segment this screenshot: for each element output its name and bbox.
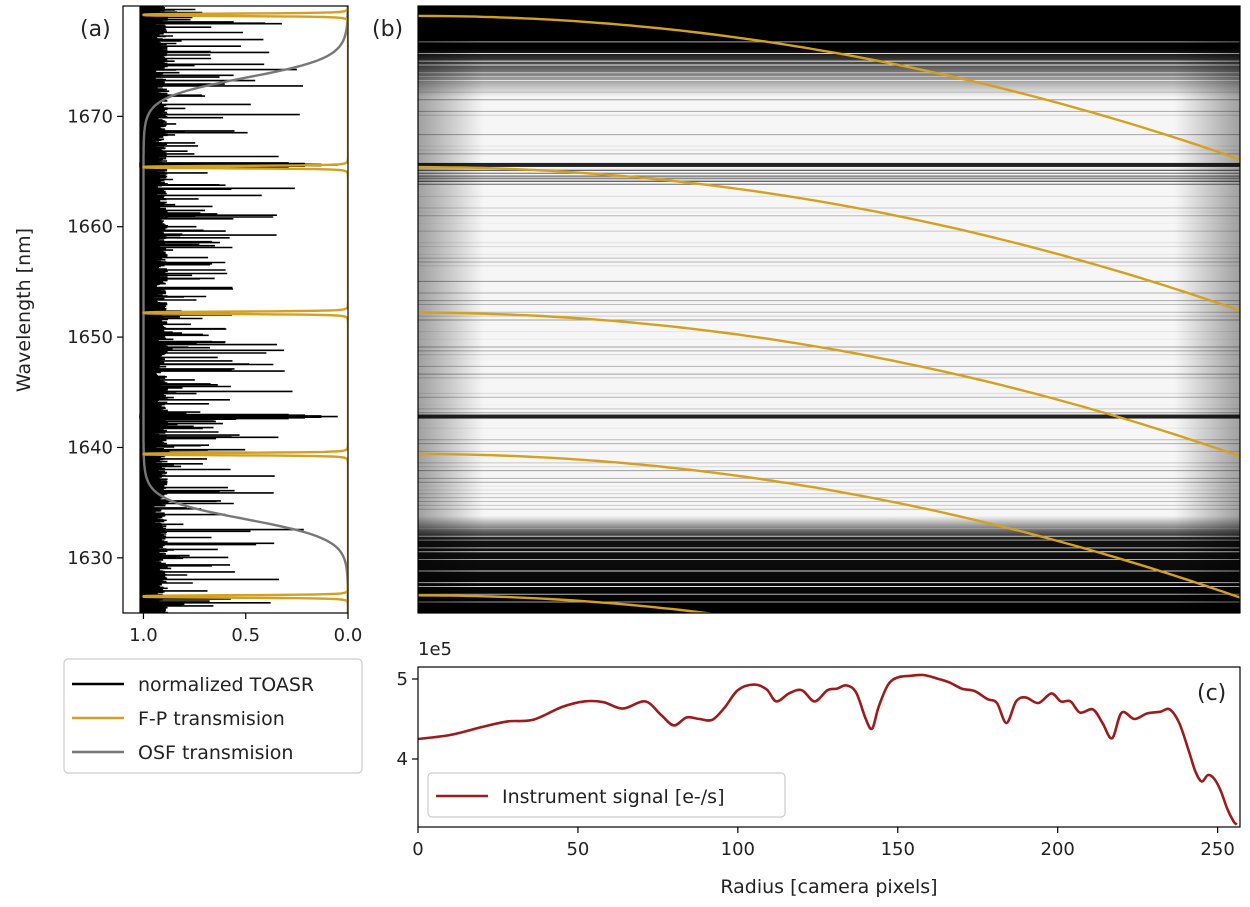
fp-curve <box>142 6 348 613</box>
a-ytick-label: 1660 <box>67 217 113 238</box>
legend-panel-c: Instrument signal [e-/s] <box>427 772 786 818</box>
a-xtick-label: 0.5 <box>231 625 260 646</box>
c-xtick-label: 150 <box>881 839 915 860</box>
a-ytick-label: 1670 <box>67 106 113 127</box>
fp-ring-3 <box>418 452 1240 599</box>
legend-label-fp: F-P transmision <box>138 708 285 730</box>
c-ytick-label: 4 <box>397 749 408 770</box>
legend-panel-a: normalized TOASR F-P transmision OSF tra… <box>63 658 363 774</box>
legend-label-osf: OSF transmision <box>138 742 293 764</box>
a-xtick-label: 0.0 <box>334 625 363 646</box>
c-xtick-label: 200 <box>1041 839 1075 860</box>
c-xtick-label: 50 <box>566 839 589 860</box>
osf-series <box>142 6 348 613</box>
a-ytick-label: 1650 <box>67 327 113 348</box>
panel-b-label: (b) <box>372 17 403 42</box>
panel-c-frame <box>417 666 1241 828</box>
c-xtick-label: 0 <box>412 839 423 860</box>
a-xtick-label: 1.0 <box>129 625 158 646</box>
wavelength-axis-label: Wavelength [nm] <box>13 228 35 392</box>
c-xtick-label: 250 <box>1200 839 1234 860</box>
a-ytick-label: 1640 <box>67 437 113 458</box>
panel-a-label: (a) <box>80 17 111 42</box>
radius-axis-label: Radius [camera pixels] <box>720 876 937 898</box>
panel-a-ticks: 1630 1640 1650 1660 1670 1.0 0.5 0.0 <box>67 106 362 646</box>
panel-a: 1630 1640 1650 1660 1670 1.0 0.5 0.0 (a) Wavele… <box>13 5 362 646</box>
fp-series <box>142 6 348 613</box>
panel-c-ticks: 0 50 100 150 200 250 4 5 <box>397 669 1235 860</box>
panel-c-label: (c) <box>1197 681 1226 706</box>
c-ytick-label: 5 <box>397 669 408 690</box>
a-ytick-label: 1630 <box>67 548 113 569</box>
signal-series <box>418 673 1238 826</box>
fp-ring-2 <box>418 311 1240 458</box>
legend-box <box>63 658 363 774</box>
legend-box-c <box>427 772 786 818</box>
y-offset-label: 1e5 <box>418 639 452 660</box>
legend-label-toasr: normalized TOASR <box>138 674 314 696</box>
fp-ring-4 <box>418 594 717 613</box>
fp-ring-0 <box>418 14 1240 161</box>
fp-rings <box>418 14 1240 613</box>
legend-label-signal: Instrument signal [e-/s] <box>502 786 725 808</box>
osf-curve <box>142 6 348 613</box>
edge-vignette <box>418 6 1240 613</box>
fp-ring-1 <box>418 165 1240 312</box>
panel-b-frame <box>417 5 1241 614</box>
c-xtick-label: 100 <box>721 839 755 860</box>
panel-c: 0 50 100 150 200 250 4 5 1e5 (c) Radius [camera… <box>397 639 1241 898</box>
panel-b: (b) <box>372 5 1241 614</box>
panel-a-frame <box>122 5 349 614</box>
signal-line <box>418 673 1238 826</box>
toasr-lines <box>139 6 304 613</box>
